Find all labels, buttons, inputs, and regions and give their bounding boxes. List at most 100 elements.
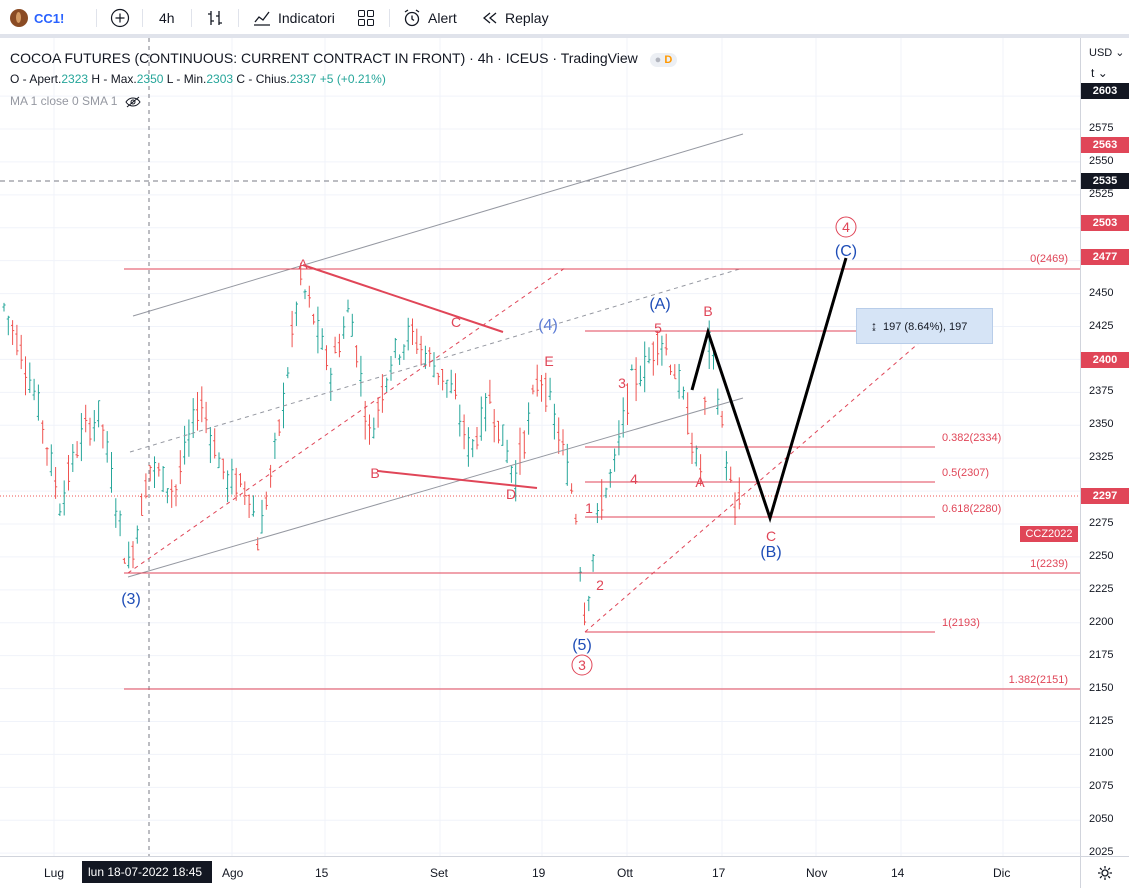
wave-label-5-blue: (5) (572, 637, 592, 654)
wave-label-B-blue: (B) (760, 544, 781, 561)
chart-title-row: COCOA FUTURES (CONTINUOUS: CURRENT CONTR… (10, 50, 678, 67)
alert-button[interactable]: Alert (402, 0, 457, 36)
eye-hidden-icon[interactable] (125, 96, 141, 108)
unit-selector[interactable]: t ⌄ (1091, 66, 1108, 80)
candle (600, 479, 604, 520)
candle (23, 356, 28, 396)
chart-canvas[interactable]: 0(2469)0(2421)0.382(2334)0.5(2307)0.618(… (0, 38, 1080, 856)
candle (703, 396, 707, 415)
price-tick-label: 2325 (1089, 451, 1114, 464)
candle (66, 455, 71, 491)
candle (28, 362, 32, 393)
wave-label-4-blue: (4) (538, 317, 558, 334)
currency-selector[interactable]: USD ⌄ (1089, 46, 1125, 59)
candle (62, 480, 66, 516)
candle (84, 404, 88, 433)
candle (367, 414, 372, 445)
price-tick-label: 2575 (1089, 122, 1114, 134)
candle (720, 410, 724, 428)
wave-label-4-circle: 4 (842, 219, 850, 235)
chart-pane[interactable]: 0(2469)0(2421)0.382(2334)0.5(2307)0.618(… (0, 38, 1080, 856)
price-axis[interactable]: USD ⌄ t ⌄ 2575 2550 2525 2450 2425 2375 2350 23… (1080, 38, 1129, 858)
wave-label-C-blue: (C) (835, 243, 857, 260)
indicators-button[interactable]: Indicatori (252, 0, 335, 36)
wave-channel-line (127, 267, 566, 574)
candle (557, 417, 561, 454)
candle (441, 368, 445, 391)
settings-corner[interactable] (1080, 856, 1129, 888)
candle (621, 397, 625, 438)
candle (273, 432, 277, 459)
price-tag-2477: 2477 (1081, 249, 1129, 265)
price-tick-label: 2175 (1089, 648, 1114, 661)
time-tick-label: Lug (44, 866, 65, 880)
channel-lower-line (127, 397, 744, 578)
chart-title: COCOA FUTURES (CONTINUOUS: CURRENT CONTR… (10, 50, 638, 66)
chart-type-button[interactable] (205, 0, 231, 36)
candle (54, 467, 58, 499)
candle (333, 336, 337, 354)
candle (410, 318, 415, 346)
candle (324, 345, 329, 371)
candle (570, 483, 574, 494)
candle (385, 377, 389, 393)
price-tag-2535: 2535 (1081, 173, 1129, 189)
indicators-label: Indicatori (278, 10, 335, 26)
contract-tag: CCZ2022 (1020, 526, 1078, 542)
add-symbol-button[interactable] (110, 0, 136, 36)
candle (75, 441, 79, 459)
candle (651, 341, 655, 376)
candle (389, 355, 393, 381)
candle (471, 439, 475, 458)
replay-button[interactable]: Replay (481, 0, 549, 36)
candle (634, 357, 638, 402)
symbol-button[interactable]: CC1! (10, 0, 64, 36)
candle (582, 602, 587, 626)
gear-icon[interactable] (1097, 865, 1113, 881)
candle (174, 484, 178, 507)
time-tick-label: Dic (993, 866, 1011, 880)
candle (453, 373, 458, 400)
candle (643, 341, 647, 393)
candle (694, 445, 698, 467)
ma-indicator-row[interactable]: MA 1 close 0 SMA 1 (10, 94, 141, 108)
price-tick-label: 2550 (1089, 154, 1114, 167)
price-tick-label: 2375 (1089, 385, 1114, 398)
candle (668, 364, 673, 375)
candle (372, 417, 376, 439)
candle (690, 432, 694, 465)
wave-label-E: E (544, 353, 553, 369)
time-axis[interactable]: Lug Ago 15 Set 19 Ott 17 Nov 14 Dic lun 18-07-202… (0, 856, 1080, 888)
candle (320, 328, 324, 350)
wave-label-A: A (298, 256, 308, 272)
wave-label-C2: C (766, 528, 776, 544)
low-value: 2303 (206, 72, 234, 86)
candle (45, 447, 49, 466)
data-badge[interactable]: ● D (649, 53, 678, 67)
candle (79, 413, 83, 462)
measure-value: 197 (8.64%), 197 (883, 321, 968, 333)
candle (157, 462, 161, 477)
time-tick-label: 17 (712, 866, 726, 880)
candle (221, 458, 225, 480)
candle (419, 335, 423, 366)
candle (415, 328, 419, 354)
candles (2, 262, 741, 626)
candle (105, 431, 109, 463)
candle (376, 397, 380, 428)
crosshair-time-label: lun 18-07-2022 18:45 (82, 861, 212, 883)
candle (587, 595, 591, 612)
time-tick-label: 14 (891, 866, 905, 880)
candle (230, 458, 234, 495)
candle (148, 465, 152, 482)
wave-label-D: D (506, 486, 516, 502)
layouts-button[interactable] (356, 0, 382, 36)
candle (359, 355, 363, 397)
fib-label-05: 0.5(2307) (942, 467, 989, 479)
interval-button[interactable]: 4h (159, 10, 175, 26)
price-tag-2400: 2400 (1081, 352, 1129, 368)
wave-circle-3 (571, 654, 593, 676)
candle (724, 451, 728, 481)
candle (552, 403, 556, 440)
fib-label-1-2239: 1(2239) (1030, 558, 1068, 570)
